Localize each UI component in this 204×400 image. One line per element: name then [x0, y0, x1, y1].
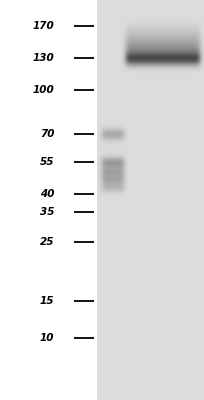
Text: 15: 15	[40, 296, 54, 306]
Text: 55: 55	[40, 157, 54, 167]
Text: 40: 40	[40, 189, 54, 199]
Text: 170: 170	[32, 21, 54, 31]
Text: 10: 10	[40, 333, 54, 343]
Text: 100: 100	[32, 85, 54, 95]
Text: 25: 25	[40, 237, 54, 247]
Text: 130: 130	[32, 53, 54, 63]
Text: 70: 70	[40, 129, 54, 139]
Text: 35: 35	[40, 207, 54, 217]
